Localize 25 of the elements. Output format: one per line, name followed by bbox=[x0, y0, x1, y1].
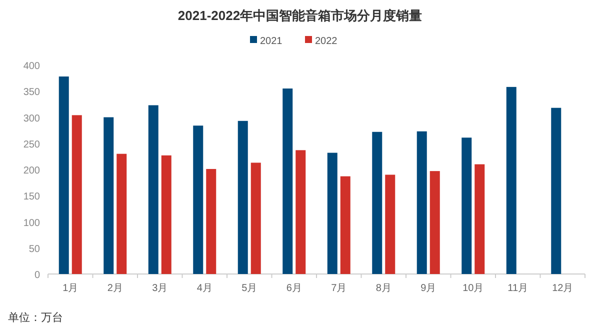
chart-title: 2021-2022年中国智能音箱市场分月度销量 bbox=[178, 8, 422, 23]
x-tick-label: 8月 bbox=[376, 283, 392, 294]
y-tick-label: 100 bbox=[23, 218, 40, 229]
legend-label: 2021 bbox=[260, 36, 283, 47]
legend-label: 2022 bbox=[315, 36, 338, 47]
x-tick-label: 11月 bbox=[508, 283, 528, 294]
y-tick-label: 350 bbox=[23, 87, 40, 98]
x-tick-label: 4月 bbox=[196, 283, 212, 294]
x-tick-label: 3月 bbox=[152, 283, 168, 294]
x-tick-label: 1月 bbox=[62, 283, 78, 294]
y-tick-label: 250 bbox=[23, 139, 40, 150]
x-tick-label: 2月 bbox=[107, 283, 123, 294]
y-tick-label: 0 bbox=[34, 270, 40, 281]
x-tick-label: 7月 bbox=[331, 283, 347, 294]
x-tick-label: 6月 bbox=[286, 283, 302, 294]
x-tick-label: 10月 bbox=[462, 283, 484, 294]
x-tick-label: 9月 bbox=[420, 283, 436, 294]
y-tick-label: 50 bbox=[28, 244, 40, 255]
y-tick-label: 300 bbox=[23, 113, 40, 124]
x-tick-label: 5月 bbox=[242, 283, 258, 294]
y-tick-label: 150 bbox=[23, 192, 40, 203]
text: 单位：万台 bbox=[8, 311, 63, 324]
y-tick-label: 200 bbox=[23, 166, 40, 176]
x-tick-label: 12月 bbox=[552, 283, 574, 294]
y-tick-label: 400 bbox=[23, 61, 40, 72]
